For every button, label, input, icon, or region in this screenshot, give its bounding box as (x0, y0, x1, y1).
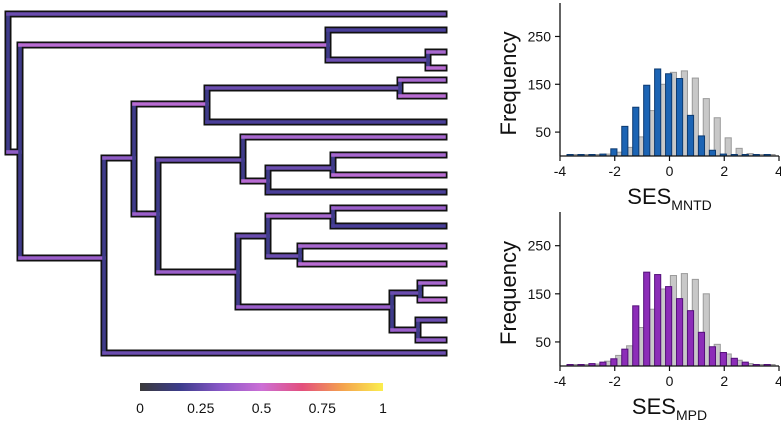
colorbar-tick-3: 0.75 (309, 400, 336, 416)
top-histogram: -4 -2 0 2 4 50 150 250 Frequency SESMNTD (496, 3, 781, 213)
hist-bar (708, 346, 716, 367)
y-axis-label: Frequency (496, 241, 521, 345)
colorbar-tick-0: 0 (136, 400, 144, 416)
x-axis-label: SESMNTD (627, 184, 711, 213)
tree-fill (6, 12, 446, 355)
hist-bar (665, 73, 673, 157)
hist-bar (724, 137, 732, 157)
hist-bar (654, 68, 662, 157)
x-tick-label: -4 (554, 373, 567, 389)
hist-bar (676, 78, 684, 157)
colorbar-tick-2: 0.5 (252, 400, 272, 416)
phylogenetic-tree (4, 10, 448, 357)
hist-bar (708, 149, 716, 157)
hist-bar (632, 106, 640, 157)
colorbar-strip (140, 383, 383, 391)
hist-bar (632, 305, 640, 367)
hist-bar (730, 357, 738, 367)
hist-bar (665, 286, 673, 367)
hist-bar (643, 271, 651, 367)
x-tick-label: -2 (609, 163, 622, 179)
x-tick-label: 2 (720, 163, 728, 179)
hist-bar (621, 348, 629, 367)
x-tick-label: 0 (666, 163, 674, 179)
x-tick-label: 4 (775, 163, 781, 179)
hist-bar (676, 298, 684, 367)
y-axis-label: Frequency (496, 32, 521, 136)
x-tick-label: 0 (666, 373, 674, 389)
x-tick-label: 4 (775, 373, 781, 389)
hist-bar (686, 310, 695, 367)
hist-bar (621, 125, 629, 157)
y-tick-label: 50 (535, 124, 551, 140)
y-tick-label: 50 (535, 334, 551, 350)
colorbar: 0 0.25 0.5 0.75 1 (136, 383, 387, 416)
hist-bar (610, 358, 618, 367)
y-tick-label: 250 (528, 238, 552, 254)
hist-bar (697, 331, 706, 367)
bottom-histogram: -4 -2 0 2 4 50 150 250 Frequency SESMPD (496, 212, 781, 422)
hist-bar (610, 148, 618, 157)
y-tick-label: 150 (528, 76, 552, 92)
hist-bar (643, 84, 651, 157)
colorbar-tick-1: 0.25 (187, 400, 214, 416)
x-tick-label: -4 (554, 163, 567, 179)
tree-outline (4, 10, 448, 357)
y-tick-label: 150 (528, 286, 552, 302)
hist-bar (654, 274, 662, 367)
x-axis-label: SESMPD (632, 394, 707, 422)
hist-bar (686, 114, 695, 157)
x-tick-label: 2 (720, 373, 728, 389)
hist-bar (719, 352, 727, 367)
colorbar-tick-4: 1 (379, 400, 387, 416)
y-tick-label: 250 (528, 28, 552, 44)
hist-bar (697, 135, 706, 157)
x-tick-label: -2 (609, 373, 622, 389)
